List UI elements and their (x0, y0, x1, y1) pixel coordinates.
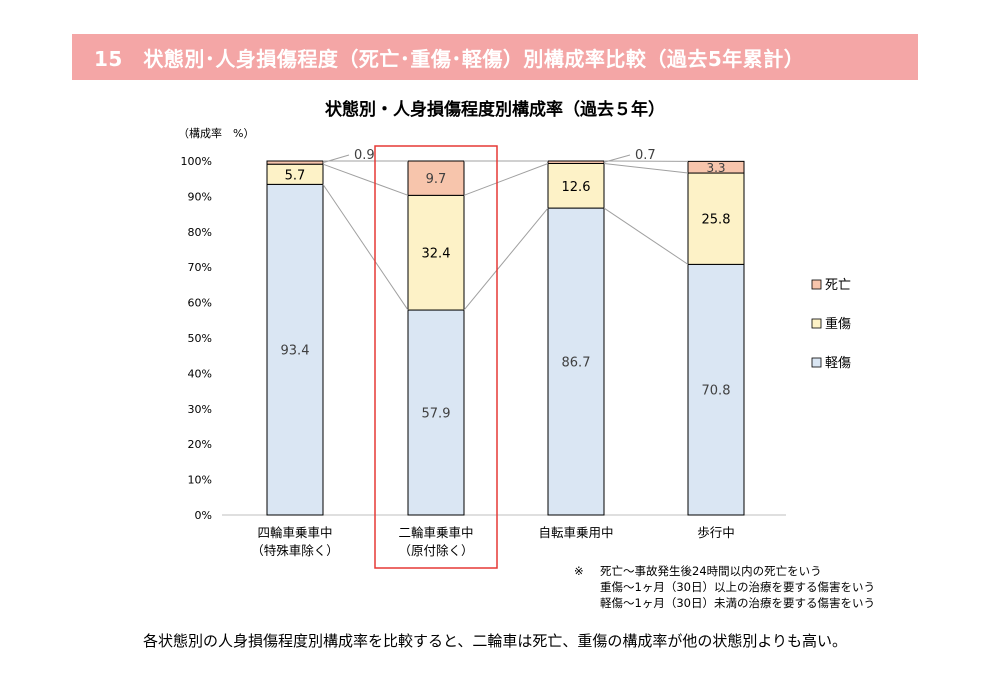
y-tick-label: 70% (188, 261, 212, 274)
series-line-軽傷 (463, 207, 549, 311)
y-axis-label: （構成率 %） (178, 126, 254, 140)
highlight-box (374, 145, 498, 569)
legend-swatch-軽傷 (811, 357, 822, 368)
data-label-leader (603, 154, 631, 163)
x-category-label: 二輪車乗車中 (398, 525, 473, 540)
data-label-軽傷: 70.8 (702, 384, 731, 399)
y-tick-label: 40% (188, 367, 212, 380)
legend-swatch-重傷 (811, 318, 822, 329)
legend-label-死亡: 死亡 (825, 278, 851, 293)
y-tick-label: 10% (188, 474, 212, 487)
footnote-death: 死亡～事故発生後24時間以内の死亡をいう (600, 564, 822, 578)
y-tick-label: 60% (188, 297, 212, 310)
data-label-死亡: 0.7 (635, 148, 656, 163)
bar-軽傷 (266, 183, 324, 516)
y-tick-label: 0% (195, 509, 212, 522)
data-label-軽傷: 57.9 (422, 407, 451, 422)
legend-label-軽傷: 軽傷 (825, 356, 851, 371)
data-label-重傷: 32.4 (422, 247, 451, 262)
bar-軽傷 (407, 309, 465, 516)
bar-死亡 (266, 160, 324, 165)
y-tick-label: 30% (188, 403, 212, 416)
chart-title: 状態別・人身損傷程度別構成率（過去５年） (325, 100, 665, 120)
x-category-label: （原付除く） (398, 543, 473, 558)
data-label-軽傷: 93.4 (281, 344, 310, 359)
footnote-serious: 重傷～1ヶ月（30日）以上の治療を要する傷害をいう (600, 580, 875, 594)
summary-text: 各状態別の人身損傷程度別構成率を比較すると、二輪車は死亡、重傷の構成率が他の状態… (142, 632, 848, 650)
series-line-重傷 (603, 162, 689, 174)
y-tick-label: 90% (188, 190, 212, 203)
page-title: 15 状態別･人身損傷程度（死亡･重傷･軽傷）別構成率比較（過去5年累計） (94, 46, 805, 71)
y-tick-label: 50% (188, 332, 212, 345)
data-label-軽傷: 86.7 (562, 356, 591, 371)
data-label-死亡: 0.9 (354, 148, 375, 163)
footnotes: ※ 死亡～事故発生後24時間以内の死亡をいう 重傷～1ヶ月（30日）以上の治療を… (574, 563, 875, 611)
x-category-label: （特殊車除く） (251, 543, 339, 558)
data-label-leader (322, 154, 350, 164)
page-header: 15 状態別･人身損傷程度（死亡･重傷･軽傷）別構成率比較（過去5年累計） (72, 34, 918, 80)
series-line-軽傷 (603, 207, 689, 265)
bar-重傷 (687, 172, 745, 265)
data-label-重傷: 25.8 (702, 213, 731, 228)
footnote-mark: ※ (574, 564, 584, 578)
y-tick-label: 100% (181, 155, 212, 168)
y-tick-label: 80% (188, 226, 212, 239)
legend-swatch-死亡 (811, 279, 822, 290)
footnote-minor: 軽傷～1ヶ月（30日）未満の治療を要する傷害をいう (600, 596, 875, 610)
bar-軽傷 (547, 207, 605, 516)
series-line-軽傷 (322, 184, 409, 311)
bar-軽傷 (687, 263, 745, 516)
x-category-label: 自転車乗用中 (538, 525, 613, 540)
series-line-重傷 (322, 163, 409, 196)
data-label-死亡: 3.3 (706, 161, 725, 175)
data-label-死亡: 9.7 (426, 172, 447, 187)
legend-label-重傷: 重傷 (825, 316, 851, 332)
x-category-label: 四輪車乗車中 (257, 525, 332, 540)
bar-死亡 (687, 160, 745, 174)
data-label-重傷: 12.6 (562, 180, 591, 195)
bar-死亡 (407, 160, 465, 196)
bar-重傷 (547, 162, 605, 209)
y-tick-label: 20% (188, 438, 212, 451)
data-label-重傷: 5.7 (285, 168, 306, 183)
x-category-label: 歩行中 (697, 525, 735, 540)
series-line-重傷 (463, 163, 549, 196)
bar-死亡 (547, 160, 605, 164)
